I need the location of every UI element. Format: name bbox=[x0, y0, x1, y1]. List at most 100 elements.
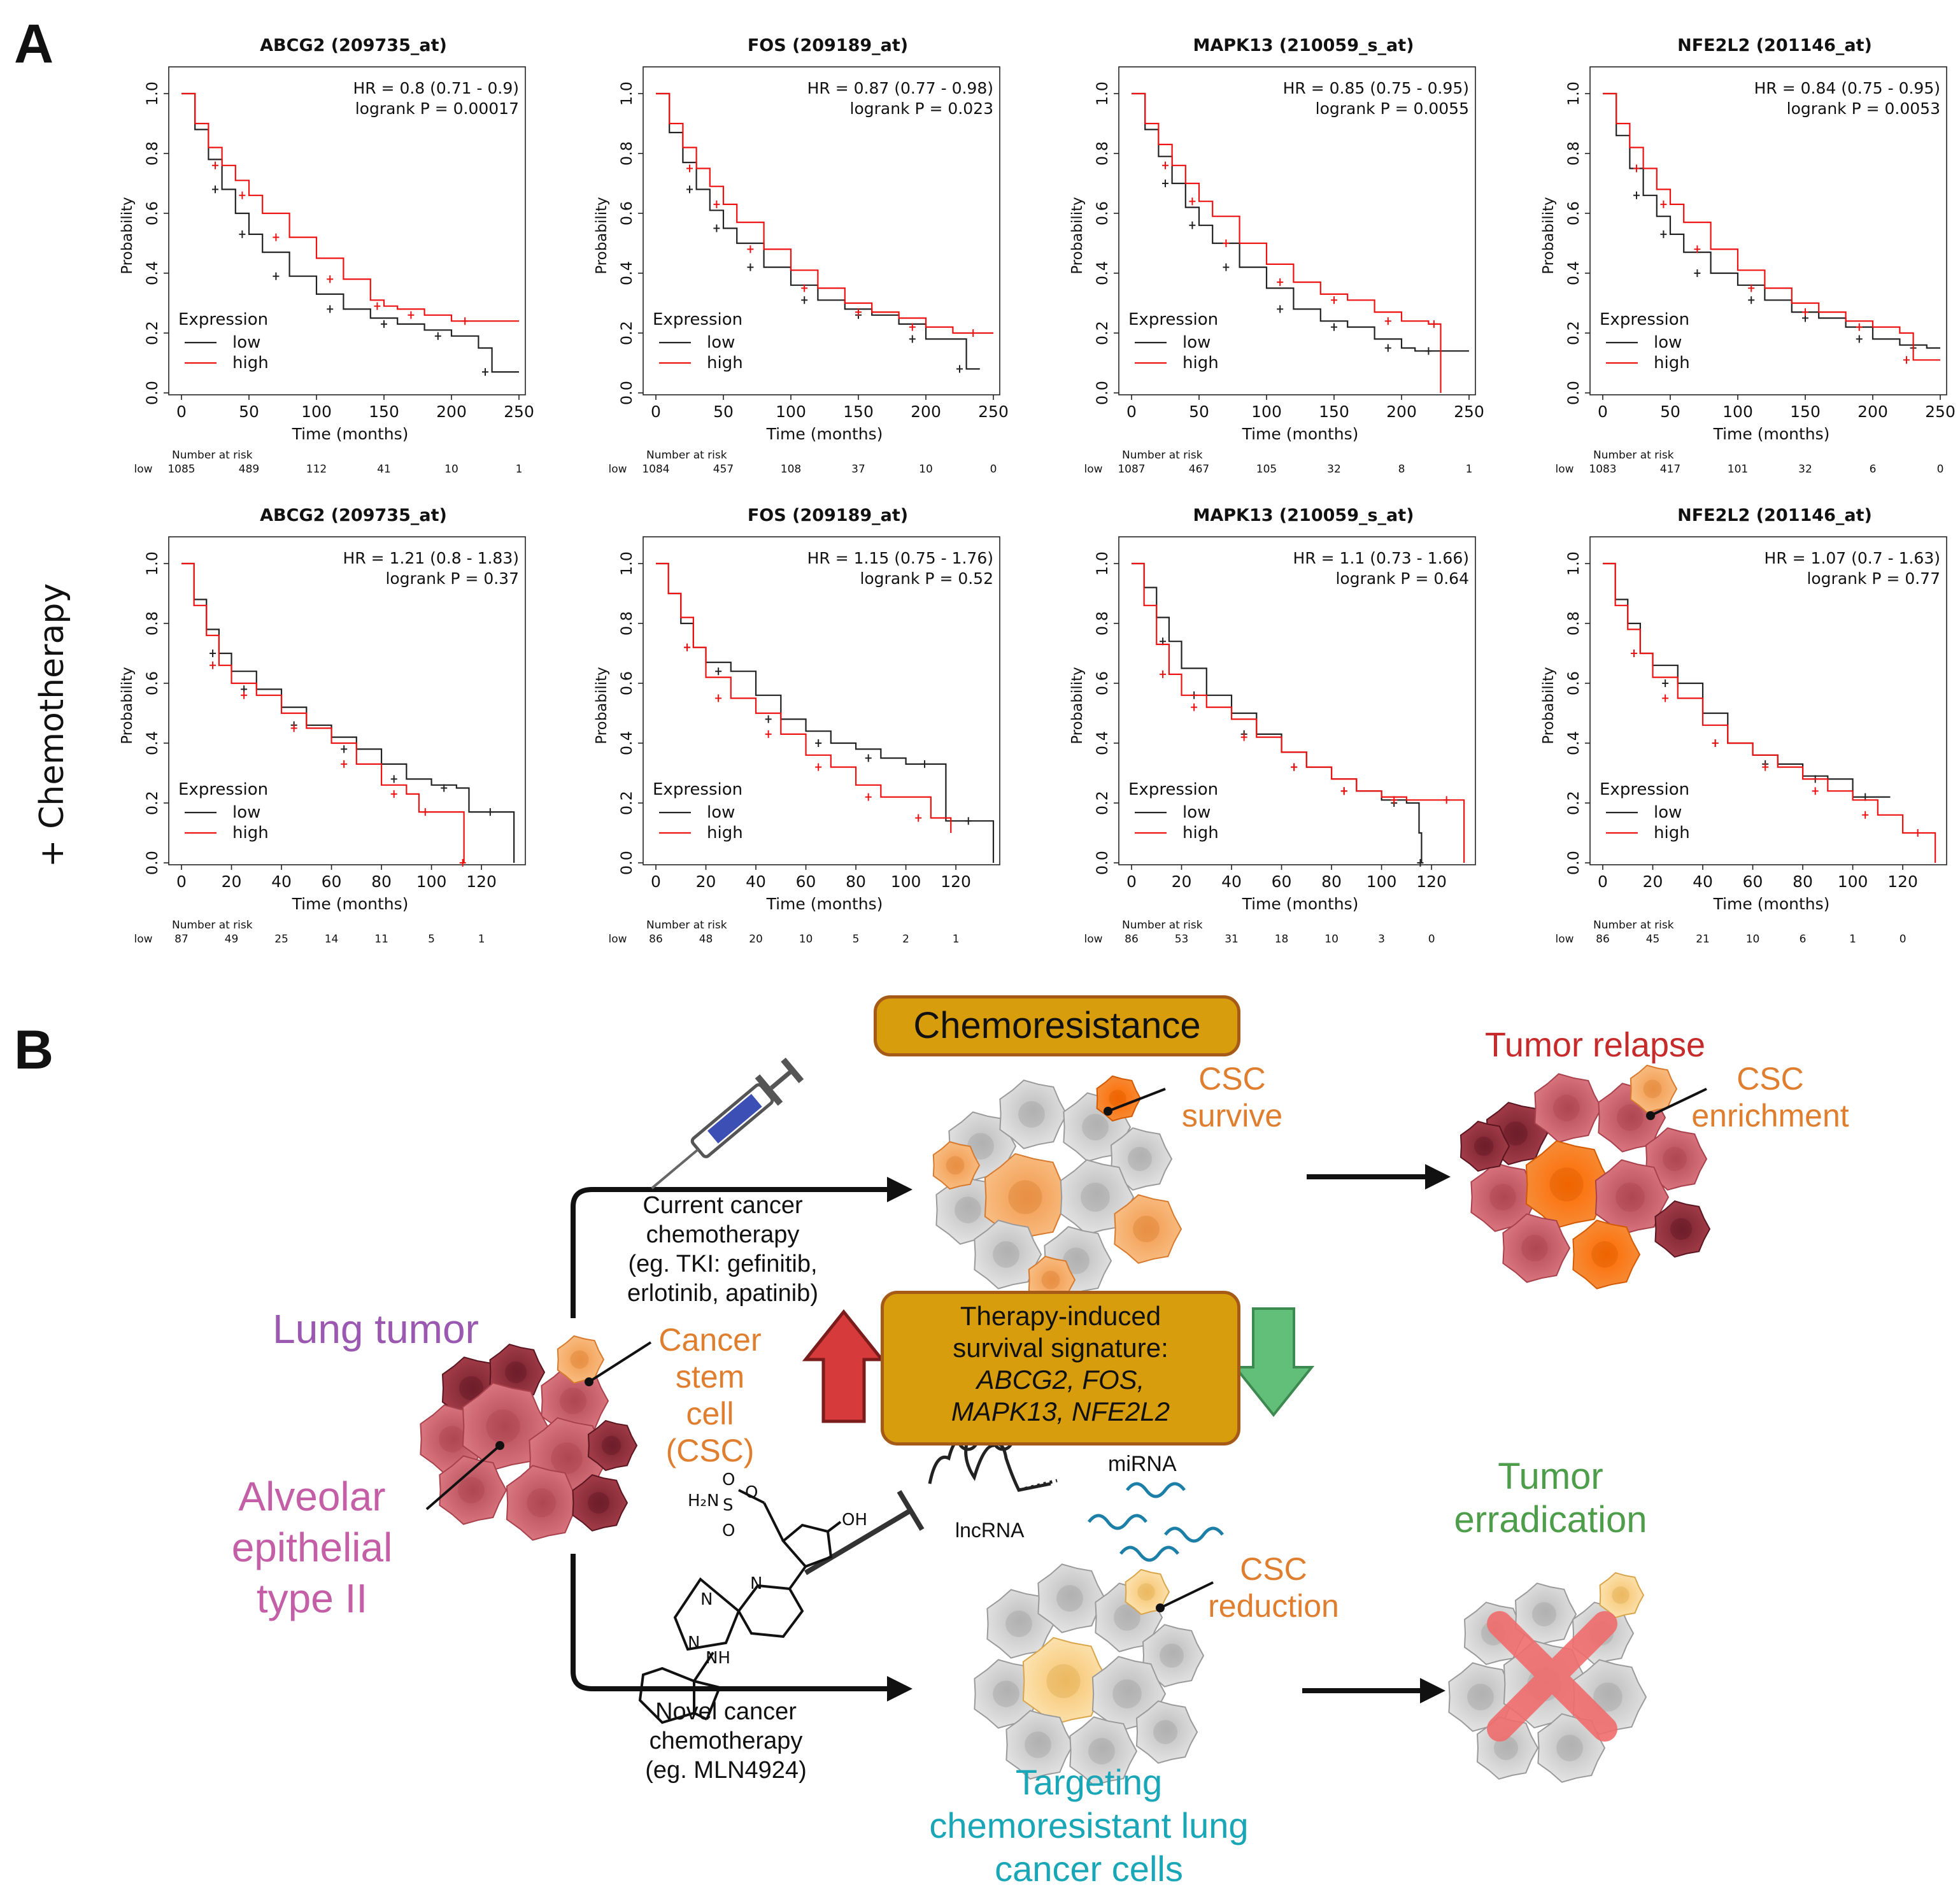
logrank-p: logrank P = 0.37 bbox=[385, 569, 519, 588]
risk-value-low: 1 bbox=[953, 933, 960, 946]
risk-value-low: 8 bbox=[1398, 463, 1405, 476]
cell-nucleus bbox=[601, 1435, 621, 1456]
y-tick-label: 1.0 bbox=[143, 551, 161, 576]
risk-value-low: 32 bbox=[1798, 463, 1812, 476]
tumor-cell bbox=[932, 1140, 981, 1190]
censor-mark bbox=[1391, 796, 1398, 804]
series-line-low bbox=[181, 92, 519, 373]
chart-title: MAPK13 (210059_s_at) bbox=[1193, 36, 1414, 55]
series-line-high bbox=[181, 562, 465, 863]
novel-chemo-line-3: (eg. MLN4924) bbox=[645, 1757, 807, 1784]
cell-nucleus bbox=[993, 1241, 1019, 1268]
plot-frame bbox=[643, 536, 1000, 865]
x-tick-label: 0 bbox=[1598, 872, 1608, 891]
risk-value-high: 23 bbox=[377, 477, 391, 478]
csc-pointer-novel bbox=[1160, 1581, 1214, 1609]
risk-row-label-low: low bbox=[608, 463, 627, 476]
risk-table-header: Number at risk bbox=[1593, 449, 1674, 462]
tumor-cell bbox=[1114, 1194, 1182, 1264]
x-tick-label: 200 bbox=[1857, 402, 1888, 421]
risk-value-high: 18 bbox=[325, 947, 339, 948]
cell-nucleus bbox=[1616, 1183, 1645, 1212]
y-axis-label: Probability bbox=[593, 667, 610, 744]
risk-row-label-low: low bbox=[1555, 463, 1573, 476]
cell-nucleus bbox=[1008, 1180, 1042, 1214]
relapse-tumor-illustration bbox=[1459, 1064, 1711, 1290]
csc-pointer-dot-lung bbox=[585, 1377, 593, 1386]
csc-line-2: stem bbox=[675, 1359, 745, 1395]
legend-label-low: low bbox=[232, 803, 260, 822]
mln4924-structure-icon bbox=[638, 1489, 842, 1724]
x-tick-label: 250 bbox=[1454, 402, 1484, 421]
risk-value-low: 5 bbox=[428, 933, 435, 946]
chemoresistance-label: Chemoresistance bbox=[913, 1005, 1201, 1046]
risk-table-header: Number at risk bbox=[172, 919, 253, 932]
km-chart-4: NFE2L2 (201146_at) 0.0 0.2 0.4 0.6 0.8 1.0 Prob… bbox=[1540, 36, 1956, 478]
x-tick-label: 80 bbox=[846, 872, 866, 891]
risk-value-high: 14 bbox=[849, 947, 863, 948]
censor-mark bbox=[1662, 694, 1669, 702]
x-tick-label: 0 bbox=[176, 872, 187, 891]
risk-table-header: Number at risk bbox=[1593, 919, 1674, 932]
risk-value-low: 10 bbox=[799, 933, 813, 946]
censor-mark bbox=[209, 661, 217, 669]
risk-value-low: 3 bbox=[1378, 933, 1385, 946]
x-tick-label: 60 bbox=[322, 872, 342, 891]
censor-mark bbox=[1914, 829, 1921, 837]
censor-mark bbox=[855, 308, 862, 316]
cell-nucleus bbox=[1082, 1114, 1109, 1140]
censor-mark bbox=[374, 302, 381, 310]
risk-value-low: 1 bbox=[1849, 933, 1856, 946]
x-axis-label: Time (months) bbox=[1242, 425, 1359, 443]
cell-nucleus bbox=[1556, 1735, 1583, 1761]
risk-value-high: 0 bbox=[953, 947, 960, 948]
x-tick-label: 40 bbox=[271, 872, 292, 891]
plot-frame bbox=[1118, 536, 1476, 865]
y-tick-label: 0.2 bbox=[618, 791, 636, 815]
y-tick-label: 0.8 bbox=[1093, 141, 1111, 166]
legend-label-low: low bbox=[1654, 803, 1682, 822]
censor-mark bbox=[1160, 670, 1167, 678]
alveolar-pointer bbox=[425, 1444, 501, 1510]
x-tick-label: 200 bbox=[436, 402, 467, 421]
risk-value-high: 111 bbox=[1256, 477, 1277, 478]
cell-nucleus bbox=[1494, 1736, 1518, 1760]
risk-value-high: 6 bbox=[1849, 947, 1856, 948]
tumor-cell bbox=[1022, 1637, 1109, 1726]
chart-title: NFE2L2 (201146_at) bbox=[1677, 506, 1872, 525]
y-tick-label: 0.2 bbox=[1093, 321, 1111, 345]
y-tick-label: 0.0 bbox=[618, 851, 636, 875]
risk-value-high: 14 bbox=[1275, 947, 1289, 948]
x-axis-label: Time (months) bbox=[766, 425, 883, 443]
legend-title: Expression bbox=[653, 780, 742, 799]
lung-tumor-label: Lung tumor bbox=[273, 1306, 479, 1352]
x-tick-label: 120 bbox=[941, 872, 971, 891]
risk-row-label-low: low bbox=[1084, 463, 1102, 476]
y-axis-label: Probability bbox=[119, 197, 136, 274]
series-line-high bbox=[1603, 92, 1940, 361]
lncrna-label: lncRNA bbox=[955, 1519, 1025, 1542]
y-tick-label: 1.0 bbox=[143, 82, 161, 106]
y-tick-label: 0.6 bbox=[618, 201, 636, 225]
censor-mark bbox=[1191, 703, 1198, 711]
legend-label-low: low bbox=[707, 803, 735, 822]
censor-mark bbox=[956, 365, 963, 373]
plot-frame bbox=[643, 66, 1000, 395]
tumor-erradication-line-1: Tumor bbox=[1498, 1456, 1603, 1497]
risk-value-low: 1085 bbox=[167, 463, 195, 476]
y-tick-label: 0.4 bbox=[1565, 731, 1582, 755]
x-tick-label: 150 bbox=[1790, 402, 1821, 421]
risk-value-high: 86 bbox=[174, 947, 188, 948]
x-tick-label: 0 bbox=[651, 872, 661, 891]
risk-value-high: 1083 bbox=[1589, 477, 1616, 478]
plot-frame bbox=[168, 66, 526, 395]
cell-nucleus bbox=[1503, 1121, 1528, 1146]
risk-value-low: 25 bbox=[274, 933, 288, 946]
censor-mark bbox=[1856, 323, 1863, 331]
risk-value-high: 22 bbox=[799, 947, 813, 948]
risk-value-high: 1081 bbox=[167, 477, 195, 478]
tumor-erradication-label: Tumor erradication bbox=[1433, 1455, 1668, 1542]
y-tick-label: 1.0 bbox=[1093, 551, 1111, 576]
y-tick-label: 0.4 bbox=[1565, 261, 1582, 285]
risk-value-low: 105 bbox=[1256, 463, 1277, 476]
